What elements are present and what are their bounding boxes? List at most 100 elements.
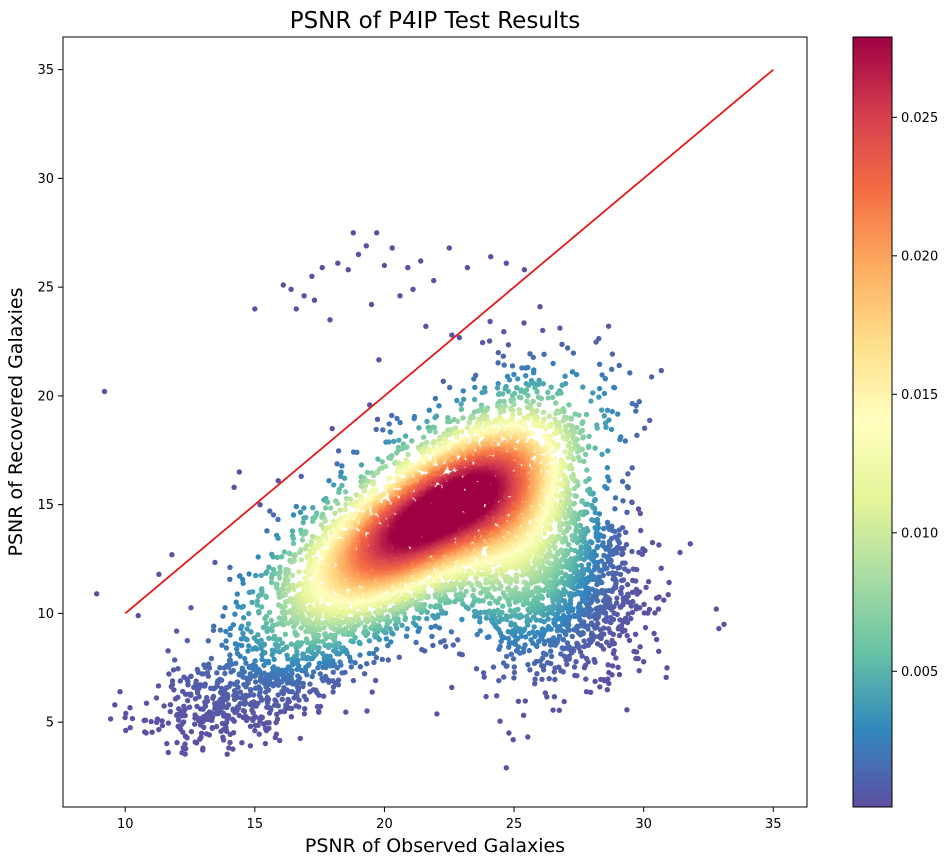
density-point xyxy=(173,628,180,634)
density-point xyxy=(241,615,247,621)
density-point xyxy=(262,725,269,731)
density-point xyxy=(617,617,623,623)
density-point xyxy=(508,651,514,657)
density-point xyxy=(500,391,506,397)
density-point xyxy=(268,574,275,581)
density-point xyxy=(289,572,296,579)
density-point xyxy=(310,518,316,524)
density-point xyxy=(634,591,640,597)
density-point xyxy=(562,449,568,455)
density-point xyxy=(431,440,437,446)
density-point xyxy=(386,439,392,445)
density-point xyxy=(171,687,177,693)
density-point xyxy=(449,684,455,691)
density-point xyxy=(460,415,466,421)
density-point xyxy=(623,529,629,536)
density-point xyxy=(361,488,367,494)
density-point xyxy=(641,610,647,616)
density-point xyxy=(404,626,410,632)
density-point xyxy=(336,489,342,496)
density-point xyxy=(316,708,322,714)
density-point xyxy=(520,712,527,718)
density-point xyxy=(558,457,565,463)
density-point xyxy=(589,630,595,636)
density-point xyxy=(426,428,433,434)
density-point xyxy=(303,514,309,521)
density-point xyxy=(540,409,547,415)
density-point xyxy=(275,516,281,523)
density-point xyxy=(622,566,628,572)
density-point xyxy=(565,454,571,461)
density-point xyxy=(460,388,466,394)
density-point xyxy=(578,544,584,550)
density-point xyxy=(386,421,392,427)
density-point xyxy=(280,586,286,592)
density-point xyxy=(630,566,636,572)
density-point xyxy=(510,737,516,743)
density-point xyxy=(551,448,557,455)
density-point xyxy=(584,467,590,473)
density-point xyxy=(223,628,229,635)
density-point xyxy=(573,527,579,533)
density-point xyxy=(156,726,162,733)
density-point xyxy=(572,411,578,417)
density-point xyxy=(302,530,308,537)
density-point xyxy=(164,740,170,747)
density-point xyxy=(202,681,208,687)
density-point xyxy=(278,554,285,560)
density-point xyxy=(225,702,232,708)
density-point xyxy=(252,727,258,734)
density-point xyxy=(229,716,236,722)
density-point xyxy=(459,428,465,435)
density-point xyxy=(561,435,567,442)
density-point xyxy=(282,592,288,598)
density-point xyxy=(602,420,609,426)
density-point xyxy=(534,389,540,395)
density-point xyxy=(285,696,291,703)
density-point xyxy=(496,566,503,572)
density-point xyxy=(563,427,569,433)
density-point xyxy=(315,544,322,551)
density-point xyxy=(447,384,453,391)
density-point xyxy=(564,345,571,351)
density-point xyxy=(328,632,334,638)
density-point xyxy=(379,459,385,465)
density-point xyxy=(307,604,314,610)
density-point xyxy=(299,537,306,543)
density-point xyxy=(161,703,167,709)
density-point xyxy=(274,642,281,648)
density-point xyxy=(230,730,237,736)
density-point xyxy=(214,670,220,676)
density-point xyxy=(334,461,340,467)
density-point xyxy=(569,474,575,480)
density-point xyxy=(506,377,513,383)
density-point xyxy=(513,585,519,591)
density-point xyxy=(303,636,310,642)
density-point xyxy=(548,653,555,660)
density-point xyxy=(578,562,585,569)
density-point xyxy=(288,641,294,647)
density-point xyxy=(516,410,523,416)
density-point xyxy=(604,687,610,693)
density-point xyxy=(643,584,649,591)
density-point xyxy=(107,716,114,722)
density-point xyxy=(188,673,194,679)
density-point xyxy=(579,420,585,426)
density-point xyxy=(268,579,275,586)
density-point xyxy=(388,639,394,645)
density-point xyxy=(230,667,236,674)
density-point xyxy=(557,325,563,331)
density-point xyxy=(244,637,250,643)
density-point xyxy=(441,638,447,644)
density-point xyxy=(571,627,577,633)
density-point xyxy=(206,709,213,715)
density-point xyxy=(193,678,199,684)
density-point xyxy=(192,721,198,727)
density-point xyxy=(656,648,662,654)
density-point xyxy=(434,711,440,717)
density-point xyxy=(276,575,283,581)
density-point xyxy=(388,455,394,461)
density-point xyxy=(335,448,342,454)
density-point xyxy=(515,606,521,613)
density-point xyxy=(586,561,592,568)
